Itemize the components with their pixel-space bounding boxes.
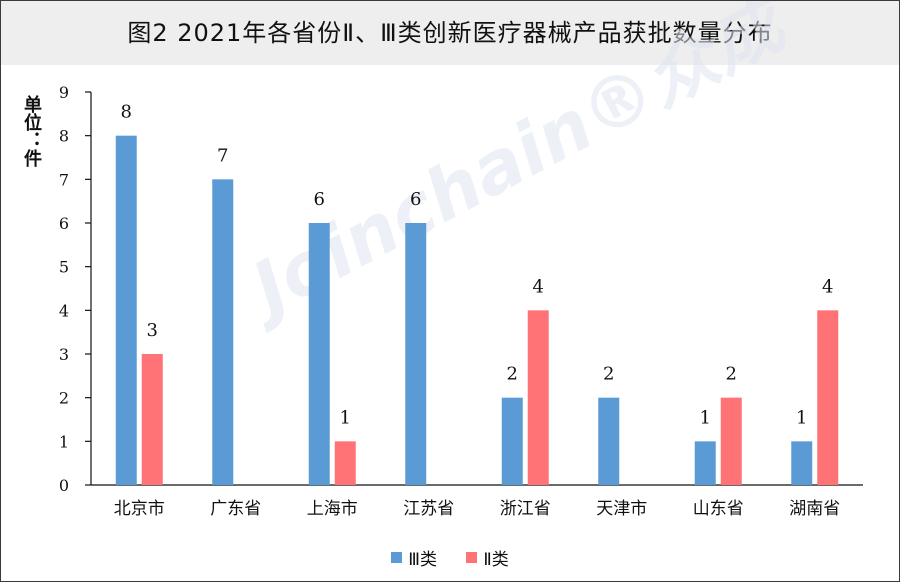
y-tick-label: 1 xyxy=(59,432,69,451)
y-tick-label: 0 xyxy=(59,476,69,495)
chart-title: 图2 2021年各省份Ⅱ、Ⅲ类创新医疗器械产品获批数量分布 xyxy=(127,19,773,47)
x-tick-label: 江苏省 xyxy=(403,499,454,519)
data-label-series-0: 2 xyxy=(603,364,614,385)
data-label-series-0: 6 xyxy=(410,189,421,210)
data-label-series-0: 6 xyxy=(314,189,325,210)
bar-series-1 xyxy=(527,310,549,485)
bar-series-0 xyxy=(212,179,234,486)
legend-label-series-0: Ⅲ类 xyxy=(408,550,437,570)
bar-series-0 xyxy=(694,441,716,485)
y-tick-label: 6 xyxy=(59,214,69,233)
x-tick-label: 上海市 xyxy=(307,499,358,519)
x-tick-label: 天津市 xyxy=(596,499,647,519)
legend-item-series-0: Ⅲ类 xyxy=(391,545,437,570)
data-label-series-1: 4 xyxy=(533,276,544,297)
bar-series-0 xyxy=(405,223,427,485)
y-tick-label: 9 xyxy=(59,83,69,102)
bar-series-0 xyxy=(598,397,620,485)
y-tick-label: 5 xyxy=(59,258,69,277)
x-tick-label: 湖南省 xyxy=(789,499,840,519)
y-axis-unit-label: 单位：件 xyxy=(21,95,42,167)
y-tick-label: 8 xyxy=(59,127,69,146)
title-bar xyxy=(1,1,899,65)
y-tick-label: 4 xyxy=(59,301,69,320)
x-tick-label: 浙江省 xyxy=(500,499,551,519)
x-tick-label: 北京市 xyxy=(114,499,165,519)
bar-series-1 xyxy=(720,397,742,485)
data-label-series-0: 8 xyxy=(121,102,132,123)
y-tick-label: 7 xyxy=(59,170,69,189)
bar-series-0 xyxy=(115,135,137,485)
legend-label-series-1: Ⅱ类 xyxy=(483,550,509,570)
data-label-series-0: 1 xyxy=(700,407,711,428)
bar-series-0 xyxy=(501,397,523,485)
y-tick-label: 3 xyxy=(59,345,69,364)
plot-area: 0 1 2 3 4 5 6 7 8 9 北京市 广东省 上海市 江苏省 浙江省 天津市 山东省 湖南省 8 7 6 6 2 2… xyxy=(59,83,863,519)
bar-series-0 xyxy=(791,441,813,485)
data-label-series-0: 1 xyxy=(796,407,807,428)
y-tick-label: 2 xyxy=(59,389,69,408)
legend: Ⅲ类 Ⅱ类 xyxy=(1,545,899,570)
x-tick-label: 山东省 xyxy=(693,499,744,519)
bar-series-1 xyxy=(141,354,163,485)
bar-series-1 xyxy=(817,310,839,485)
x-tick-label: 广东省 xyxy=(210,499,261,519)
data-label-series-1: 4 xyxy=(822,276,833,297)
legend-swatch-series-0 xyxy=(391,552,403,563)
data-label-series-0: 7 xyxy=(217,145,228,166)
data-label-series-1: 2 xyxy=(726,364,737,385)
bar-series-0 xyxy=(308,223,330,485)
legend-swatch-series-1 xyxy=(466,552,478,563)
data-label-series-0: 2 xyxy=(507,364,518,385)
bar-series-1 xyxy=(334,441,356,485)
data-label-series-1: 3 xyxy=(147,320,158,341)
legend-item-series-1: Ⅱ类 xyxy=(466,545,509,570)
data-label-series-1: 1 xyxy=(340,407,351,428)
